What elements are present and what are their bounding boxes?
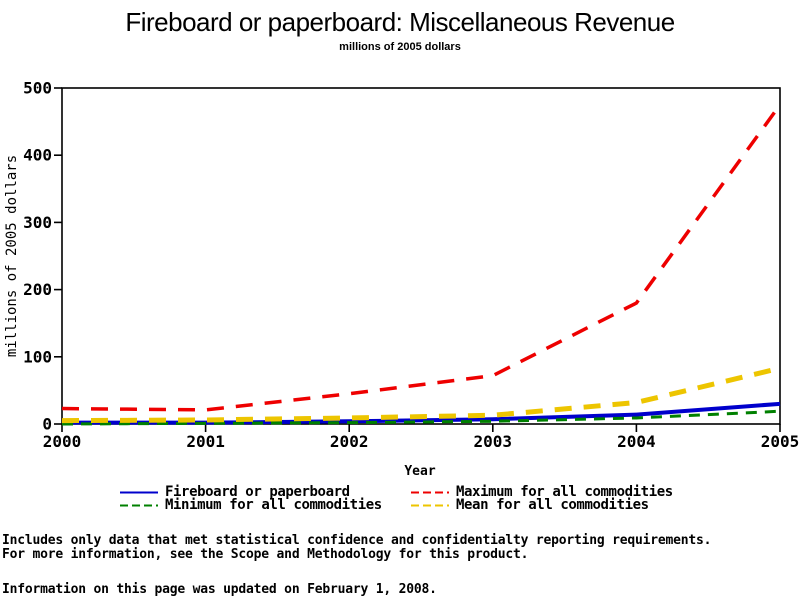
chart-subtitle: millions of 2005 dollars xyxy=(339,41,461,53)
legend-label: Mean for all commodities xyxy=(456,497,649,513)
x-tick-label: 2002 xyxy=(330,432,369,451)
x-tick-label: 2004 xyxy=(617,432,656,451)
x-tick-label: 2005 xyxy=(761,432,800,451)
y-tick-label: 500 xyxy=(23,79,52,98)
x-tick-label: 2001 xyxy=(186,432,225,451)
plot-frame xyxy=(61,87,781,425)
footnote-line-2: For more information, see the Scope and … xyxy=(2,547,529,562)
chart-title: Fireboard or paperboard: Miscellaneous R… xyxy=(125,7,675,37)
legend-label: Maximum for all commodities xyxy=(456,484,673,500)
y-tick-label: 100 xyxy=(23,347,52,366)
legend-item-mean: Mean for all commodities xyxy=(411,497,649,513)
legend-label: Minimum for all commodities xyxy=(165,497,382,513)
legend-line-swatch xyxy=(120,491,158,493)
y-axis-title: millions of 2005 dollars xyxy=(4,155,20,357)
series-line-maximum-for-all-commodities xyxy=(61,103,782,412)
legend-item-maximum: Maximum for all commodities xyxy=(411,484,673,500)
y-tick-label: 0 xyxy=(42,415,52,434)
x-tick-label: 2000 xyxy=(43,432,82,451)
footnote-line-1: Includes only data that met statistical … xyxy=(2,533,712,548)
footnote-confidentiality: Includes only data that met statistical … xyxy=(2,534,711,562)
legend-label: Fireboard or paperboard xyxy=(165,484,350,500)
x-axis-title: Year xyxy=(404,464,435,479)
plot-area: 0 100 200 300 400 500 2000 2001 2002 2003 2004 2005 xyxy=(23,79,799,452)
y-tick-label: 200 xyxy=(23,280,52,299)
x-tick-label: 2003 xyxy=(474,432,513,451)
legend-item-minimum: Minimum for all commodities xyxy=(120,497,382,513)
series-line-minimum-for-all-commodities xyxy=(61,409,781,426)
legend-line-swatch xyxy=(411,491,449,493)
series-line-mean-for-all-commodities xyxy=(61,365,781,424)
y-tick-label: 300 xyxy=(23,213,52,232)
footnote-updated: Information on this page was updated on … xyxy=(2,582,437,597)
series-line-fireboard-or-paperboard xyxy=(62,401,781,425)
legend-line-swatch xyxy=(411,504,449,506)
legend-item-fireboard: Fireboard or paperboard xyxy=(120,484,350,500)
y-tick-label: 400 xyxy=(23,146,52,165)
legend-line-swatch xyxy=(120,504,158,506)
